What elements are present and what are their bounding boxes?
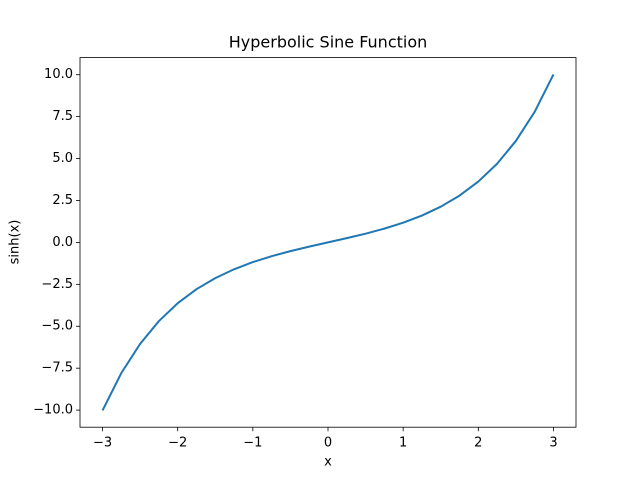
y-tick-label: −10.0 xyxy=(33,403,73,418)
y-tick-label: −7.5 xyxy=(41,361,73,376)
y-tick-label: 2.5 xyxy=(52,193,73,208)
x-tick-label: −3 xyxy=(93,436,112,451)
y-axis-label: sinh(x) xyxy=(8,220,23,265)
line-series xyxy=(101,73,555,411)
x-tick-label: −1 xyxy=(243,436,262,451)
x-tick-label: −2 xyxy=(168,436,187,451)
x-tick-label: 0 xyxy=(324,436,332,451)
chart-title: Hyperbolic Sine Function xyxy=(229,33,428,52)
y-tick-label: −2.5 xyxy=(41,277,73,292)
plot-frame xyxy=(79,57,577,428)
y-tick-label: 5.0 xyxy=(52,151,73,166)
x-tick-label: 1 xyxy=(399,436,407,451)
y-tick-label: 0.0 xyxy=(52,235,73,250)
x-tick-label: 3 xyxy=(549,436,557,451)
y-tick-label: 10.0 xyxy=(44,67,73,82)
y-tick-label: −5.0 xyxy=(41,319,73,334)
x-axis-label: x xyxy=(324,455,332,470)
x-tick-label: 2 xyxy=(474,436,482,451)
y-tick-label: 7.5 xyxy=(52,109,73,124)
